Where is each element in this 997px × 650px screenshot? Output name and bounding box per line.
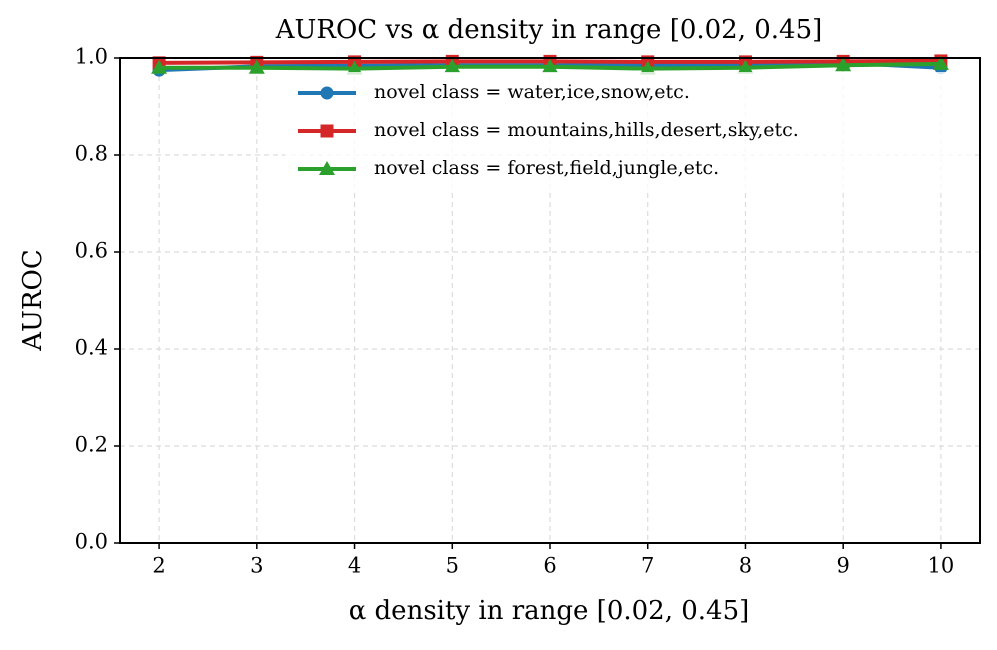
marker	[320, 86, 334, 100]
marker	[248, 59, 265, 74]
chart-title: AUROC vs α density in range [0.02, 0.45]	[275, 15, 823, 45]
legend: novel class = water,ice,snow,etc. novel c…	[285, 72, 975, 190]
x-tick-label: 9	[836, 554, 849, 578]
y-tick-label: 0.2	[75, 433, 108, 457]
x-tick-label: 5	[446, 554, 459, 578]
x-tick-label: 3	[250, 554, 263, 578]
y-tick-label: 0.0	[75, 530, 108, 554]
marker	[542, 58, 558, 73]
plot-frame	[119, 57, 981, 544]
marker	[151, 59, 168, 74]
x-tick-label: 10	[928, 554, 955, 578]
marker	[639, 60, 656, 75]
legend-label: novel class = water,ice,snow,etc.	[374, 81, 690, 103]
marker	[835, 57, 852, 72]
x-axis-label: α density in range [0.02, 0.45]	[349, 596, 750, 626]
marker	[737, 59, 754, 74]
marker	[346, 60, 363, 75]
x-tick-label: 7	[641, 554, 654, 578]
x-tick-label: 6	[543, 554, 556, 578]
y-tick-label: 1.0	[75, 45, 108, 69]
y-tick-label: 0.4	[75, 336, 108, 360]
legend-label: novel class = mountains,hills,desert,sky…	[374, 119, 799, 141]
x-tick-label: 4	[348, 554, 361, 578]
marker	[319, 161, 335, 175]
marker	[932, 55, 949, 70]
x-tick-label: 8	[739, 554, 752, 578]
marker	[444, 58, 461, 73]
y-tick-label: 0.6	[75, 239, 108, 263]
legend-box	[285, 72, 975, 190]
y-tick-label: 0.8	[75, 142, 108, 166]
marker	[320, 124, 334, 138]
legend-label: novel class = forest,field,jungle,etc.	[374, 157, 719, 179]
x-tick-label: 2	[152, 554, 165, 578]
y-axis-label: AUROC	[18, 249, 48, 351]
